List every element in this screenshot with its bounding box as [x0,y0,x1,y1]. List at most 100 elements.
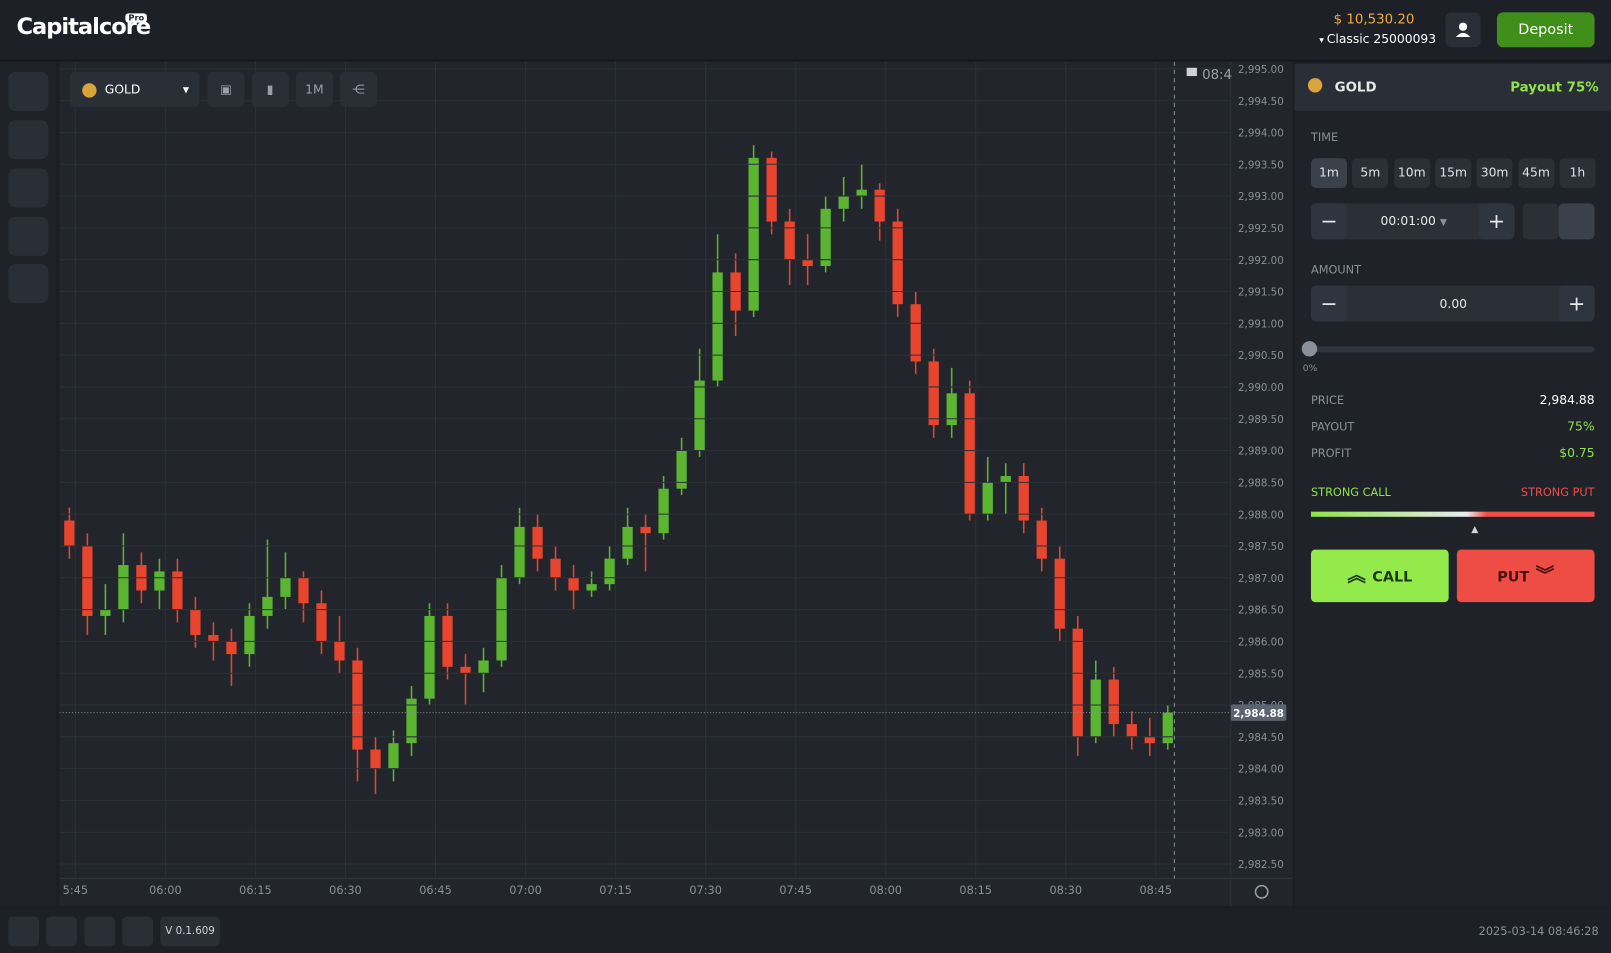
slider-label: 0% [1302,363,1318,374]
x-tick-label: 08:45 [1139,884,1172,897]
settings-button[interactable] [8,264,49,304]
y-tick-label: 2,986.50 [1238,605,1284,617]
timer-button[interactable] [1558,203,1595,240]
version: V 0.1.609 [160,916,220,947]
history-button[interactable] [8,71,49,111]
y-tick-label: 2,984.50 [1238,732,1284,744]
payout-badge: Payout 75% [1510,80,1599,96]
wallet-button[interactable] [8,168,49,208]
chat-button[interactable] [84,916,116,947]
duration-option[interactable]: 5m [1352,158,1389,189]
drawing-button[interactable]: ⋲ [340,71,378,107]
info-value: 2,984.88 [1539,392,1595,407]
y-tick-label: 2,995.00 [1238,64,1284,76]
call-button[interactable]: ︽ CALL [1310,549,1449,603]
y-tick-label: 2,992.00 [1238,255,1284,267]
time-label: TIME [1310,130,1339,144]
duration-option[interactable]: 1m [1310,158,1347,189]
datetime: 2025-03-14 08:46:28 [1478,924,1599,939]
trades-button[interactable] [8,120,49,160]
duration-minus[interactable]: − [1310,203,1347,240]
news-button[interactable] [122,916,154,947]
y-tick-label: 2,985.50 [1238,668,1284,680]
y-tick-label: 2,991.00 [1238,318,1284,330]
call-text: CALL [1372,569,1413,586]
y-tick-label: 2,982.50 [1238,859,1284,871]
duration-value: 00:01:00 ▼ [1380,213,1447,229]
chart-settings[interactable] [1254,884,1269,899]
y-tick-label: 2,983.50 [1238,796,1284,808]
asset-name: GOLD [104,82,141,97]
timeframe-button[interactable]: 1M [295,71,333,107]
connection-button[interactable] [8,916,40,947]
panel-header [1294,63,1611,111]
x-tick-label: 06:45 [419,884,452,897]
x-tick-label: 06:30 [329,884,362,897]
indicators-button[interactable]: ▣ [207,71,245,107]
chart-type-button[interactable]: ▮ [251,71,289,107]
info-value: $0.75 [1559,445,1595,461]
y-tick-label: 2,993.50 [1238,159,1284,171]
y-tick-label: 2,988.50 [1238,477,1284,489]
info-label: PRICE [1310,393,1345,407]
profile-button[interactable] [1445,12,1481,48]
y-tick-label: 2,990.00 [1238,382,1284,394]
flag-icon [1186,67,1197,77]
amount-input[interactable] [1310,285,1595,322]
account-button[interactable] [8,216,49,256]
slider-track[interactable] [1304,346,1595,353]
x-tick-label: 07:15 [599,884,632,897]
y-tick-label: 2,983.00 [1238,827,1284,839]
y-tick-label: 2,988.00 [1238,509,1284,521]
put-text: PUT [1497,569,1530,586]
expiry-flag-button[interactable] [1522,203,1559,240]
duration-plus[interactable]: + [1478,203,1515,240]
x-tick-label: 08:15 [959,884,992,897]
duration-option[interactable]: 45m [1518,158,1554,189]
top-bar [0,0,1611,62]
info-label: PROFIT [1310,446,1352,461]
balance[interactable]: $ 10,530.20 [1333,12,1415,28]
account-name[interactable]: Classic 25000093 [1326,31,1437,47]
asset-selector[interactable]: GOLD ▾ [69,71,200,107]
amount-label: AMOUNT [1310,263,1362,277]
logo-badge: Pro [125,13,148,23]
marker-label: 08:4 [1202,68,1232,83]
x-tick-label: 06:15 [239,884,272,897]
info-value: 75% [1567,419,1595,434]
y-tick-label: 2,990.50 [1238,350,1284,362]
y-tick-label: 2,993.00 [1238,191,1284,203]
x-tick-label: 07:30 [689,884,722,897]
duration-option[interactable]: 15m [1435,158,1472,189]
strong-put: STRONG PUT [1520,485,1595,500]
duration-option[interactable]: 30m [1476,158,1513,189]
deposit-button[interactable]: Deposit [1496,12,1595,48]
duration-text: 00:01:00 [1380,213,1436,229]
amount-minus[interactable]: − [1310,285,1347,322]
y-tick-label: 2,994.00 [1238,128,1284,140]
x-tick-label: 08:30 [1049,884,1082,897]
trade-panel [1294,63,1611,907]
account[interactable]: ▾ Classic 25000093 [1319,31,1437,47]
sentiment-bar [1310,511,1595,517]
duration-option[interactable]: 10m [1393,158,1430,189]
x-tick-label: 08:00 [869,884,902,897]
bottom-bar [0,908,1611,953]
x-tick-label: 06:00 [149,884,182,897]
sentiment-pointer: ▲ [1471,525,1479,536]
y-tick-label: 2,986.00 [1238,637,1284,649]
put-button[interactable]: PUT ︾ [1456,549,1595,603]
y-tick-label: 2,987.50 [1238,541,1284,553]
current-price-tag [1230,704,1287,721]
slider-thumb[interactable] [1301,341,1318,357]
duration-option[interactable]: 1h [1559,158,1596,189]
y-tick-label: 2,992.50 [1238,223,1284,235]
chart: 08:45 08:30 08:15 08:00 07:45 07:30 07:15 07:00… [59,61,1293,907]
random-button[interactable] [46,916,78,947]
amount-plus[interactable]: + [1558,285,1595,322]
y-tick-label: 2,987.00 [1238,573,1284,585]
amount-value: 0.00 [1439,296,1468,312]
info-label: PAYOUT [1310,420,1355,434]
